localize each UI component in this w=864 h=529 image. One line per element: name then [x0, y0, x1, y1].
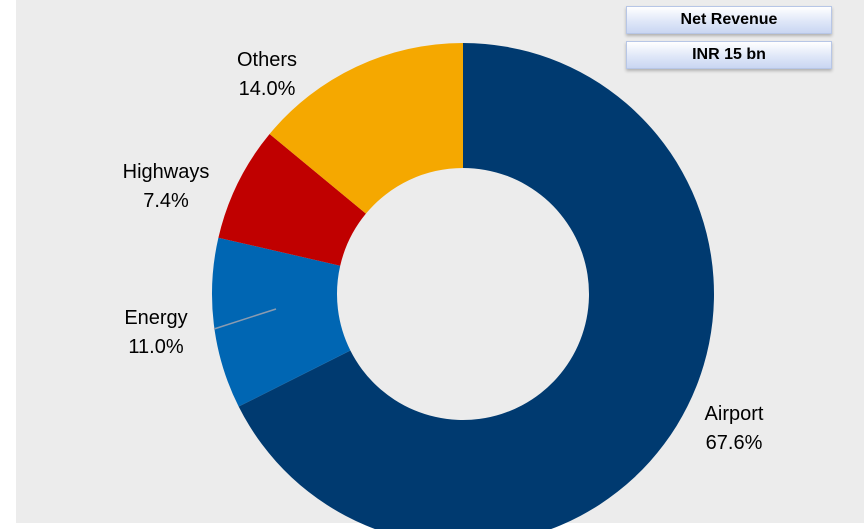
leader-lines — [213, 308, 277, 330]
slice-highways — [218, 134, 366, 266]
leader-line-energy — [213, 308, 277, 330]
donut-slices — [211, 43, 714, 529]
slice-label-others-name: Others — [237, 49, 297, 71]
net-revenue-value-badge: INR 15 bn — [626, 41, 832, 69]
slice-airport — [238, 43, 714, 529]
slice-label-highways-value: 7.4% — [143, 190, 189, 212]
slice-label-airport-name: Airport — [705, 403, 764, 425]
slice-label-airport-value: 67.6% — [706, 432, 763, 454]
slice-others — [269, 43, 463, 214]
slice-labels: Airport 67.6% Energy 11.0% Highways 7.4% Other… — [123, 49, 764, 454]
slice-label-energy-name: Energy — [124, 307, 187, 329]
slice-energy — [211, 237, 351, 407]
net-revenue-title-badge: Net Revenue — [626, 6, 832, 34]
slice-label-others-value: 14.0% — [239, 78, 296, 100]
slice-label-energy-value: 11.0% — [128, 336, 183, 358]
slice-label-highways-name: Highways — [123, 161, 210, 183]
